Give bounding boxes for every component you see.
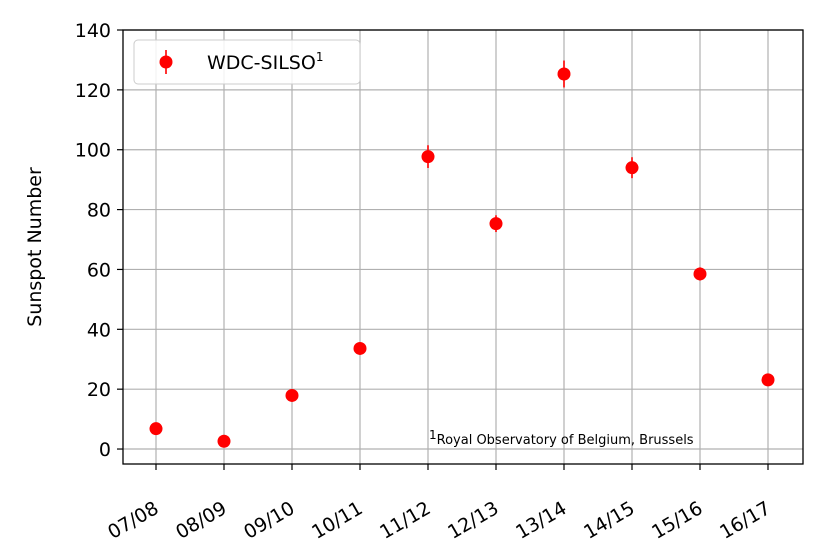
y-tick-label: 80 [87,200,111,222]
legend-entry: WDC-SILSO1 [207,50,323,74]
legend-series-name: WDC-SILSO [207,52,316,74]
y-tick-label: 0 [99,439,111,461]
data-point [421,150,435,164]
source-annotation: 1Royal Observatory of Belgium, Brussels [429,428,694,448]
data-point [217,434,231,448]
data-point [693,267,707,281]
y-tick-label: 100 [75,140,111,162]
data-points [149,60,775,448]
data-point [625,161,639,175]
annotation-superscript: 1 [429,428,437,442]
y-tick-label: 40 [87,319,111,341]
y-tick-label: 140 [75,20,111,42]
data-point [353,341,367,355]
y-tick-label: 60 [87,259,111,281]
legend: WDC-SILSO1 [133,39,361,85]
y-axis-label: Sunspot Number [24,167,46,327]
plot-frame [122,29,804,465]
data-point [489,217,503,231]
data-point [149,422,163,436]
data-point [285,388,299,402]
y-tick-label: 20 [87,379,111,401]
data-point [557,67,571,81]
annotation-text: Royal Observatory of Belgium, Brussels [437,433,694,448]
legend-box [133,39,361,85]
legend-superscript: 1 [316,50,324,64]
legend-marker [159,55,173,69]
y-axis-ticks: 0 20 40 60 80 100 120 140 [75,20,123,461]
y-tick-label: 120 [75,80,111,102]
data-point [761,373,775,387]
